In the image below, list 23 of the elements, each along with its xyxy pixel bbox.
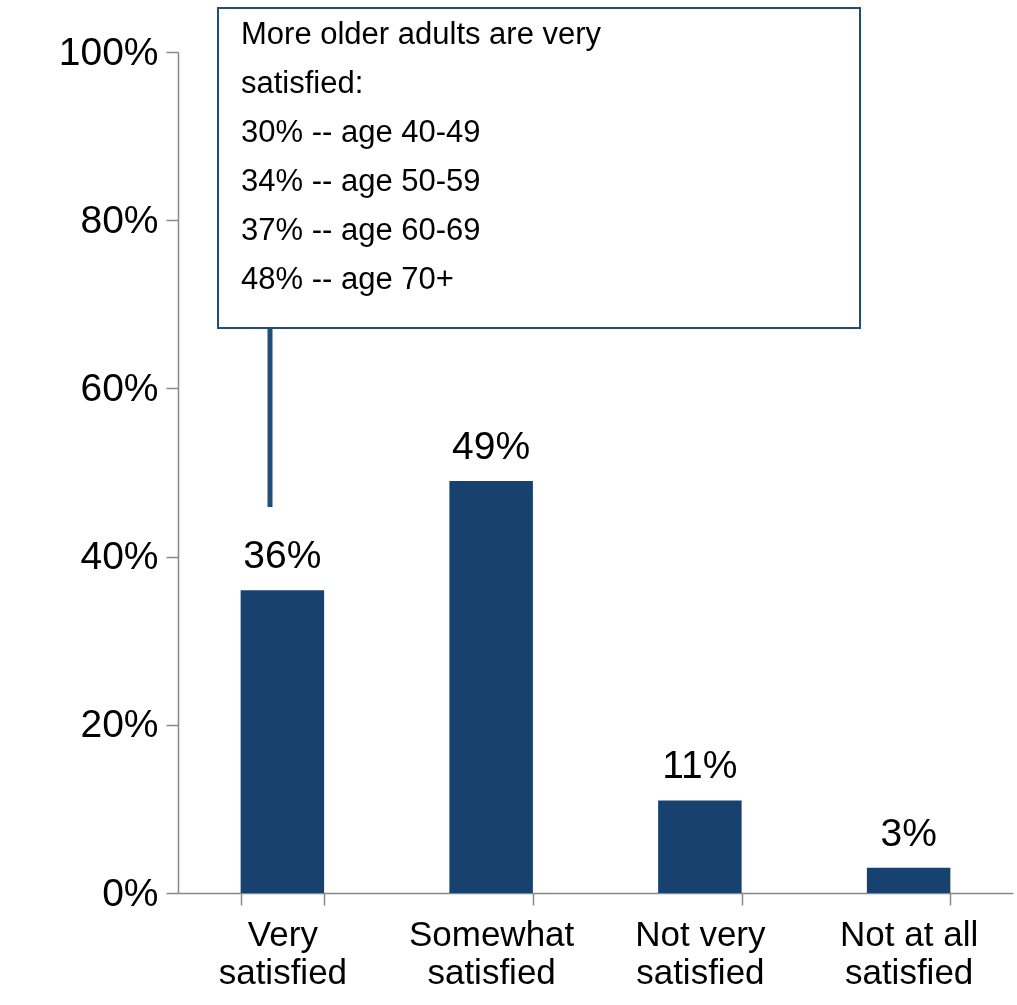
data-label: 3% — [880, 810, 937, 854]
x-tick-label: Very satisfied — [218, 913, 348, 991]
y-tick-label: 60% — [80, 365, 159, 409]
y-tick-label: 40% — [80, 534, 159, 578]
annotation: More older adults are very satisfied: — [241, 16, 602, 100]
x-tick-label: Not at all satisfied — [840, 913, 979, 991]
x-tick-label: Somewhat satisfied — [408, 913, 575, 991]
bar — [866, 867, 951, 893]
y-tick-label: 80% — [80, 197, 159, 241]
y-tick-label: 100% — [58, 29, 159, 73]
annotation: 48% -- age 70+ — [241, 261, 454, 296]
annotation: 34% -- age 50-59 — [241, 163, 481, 198]
bar — [658, 800, 742, 893]
bar — [449, 480, 533, 893]
bar — [240, 590, 325, 893]
x-tick-label: Not very satisfied — [635, 913, 767, 991]
annotation: 30% -- age 40-49 — [241, 114, 481, 149]
y-tick-label: 20% — [80, 702, 159, 746]
data-label: 11% — [662, 743, 738, 787]
data-label: 49% — [452, 423, 531, 467]
data-label: 36% — [243, 533, 322, 577]
annotation: 37% -- age 60-69 — [241, 212, 481, 247]
y-tick-label: 0% — [102, 870, 159, 914]
